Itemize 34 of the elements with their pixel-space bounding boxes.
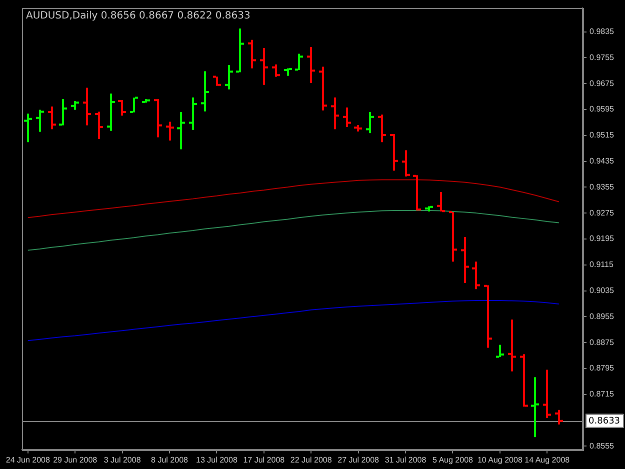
y-tick-label: 0.9435: [590, 156, 615, 166]
y-tick-label: 0.9515: [590, 130, 615, 140]
x-tick-label: 24 Jun 2008: [6, 455, 50, 464]
ref-line-label: 0.8633: [588, 416, 620, 426]
y-tick-label: 0.9755: [590, 52, 615, 62]
x-tick-label: 5 Aug 2008: [432, 455, 474, 464]
x-tick-label: 27 Jul 2008: [338, 455, 380, 464]
candlestick: [508, 320, 516, 372]
chart-title: AUDUSD,Daily 0.8656 0.8667 0.8622 0.8633: [26, 10, 250, 22]
candlestick: [24, 114, 32, 142]
candlestick: [166, 122, 174, 141]
x-tick-label: 17 Jul 2008: [243, 455, 286, 464]
y-tick-label: 0.8875: [590, 338, 615, 347]
y-tick-label: 0.9595: [590, 104, 615, 114]
x-tick-label: 13 Jul 2008: [196, 455, 238, 464]
x-tick-label: 31 Jul 2008: [384, 455, 427, 464]
y-tick-label: 0.8715: [590, 390, 615, 399]
y-tick-label: 0.9675: [590, 78, 615, 88]
y-tick-label: 0.9835: [590, 26, 615, 36]
x-tick-label: 22 Jul 2008: [290, 455, 332, 464]
x-tick-label: 3 Jul 2008: [104, 455, 142, 464]
x-tick-label: 10 Aug 2008: [477, 455, 523, 464]
x-tick-label: 29 Jun 2008: [53, 455, 98, 464]
x-tick-label: 8 Jul 2008: [151, 455, 189, 464]
y-tick-label: 0.8555: [590, 441, 615, 450]
x-tick-label: 14 Aug 2008: [524, 455, 570, 464]
y-tick-label: 0.9035: [590, 286, 615, 295]
y-tick-label: 0.8795: [590, 364, 615, 373]
y-tick-label: 0.9115: [590, 260, 614, 270]
y-tick-label: 0.9355: [590, 182, 615, 192]
y-tick-label: 0.9195: [590, 234, 615, 244]
y-tick-label: 0.8955: [590, 312, 615, 321]
y-tick-label: 0.9275: [590, 208, 615, 218]
candlestick: [531, 377, 539, 438]
